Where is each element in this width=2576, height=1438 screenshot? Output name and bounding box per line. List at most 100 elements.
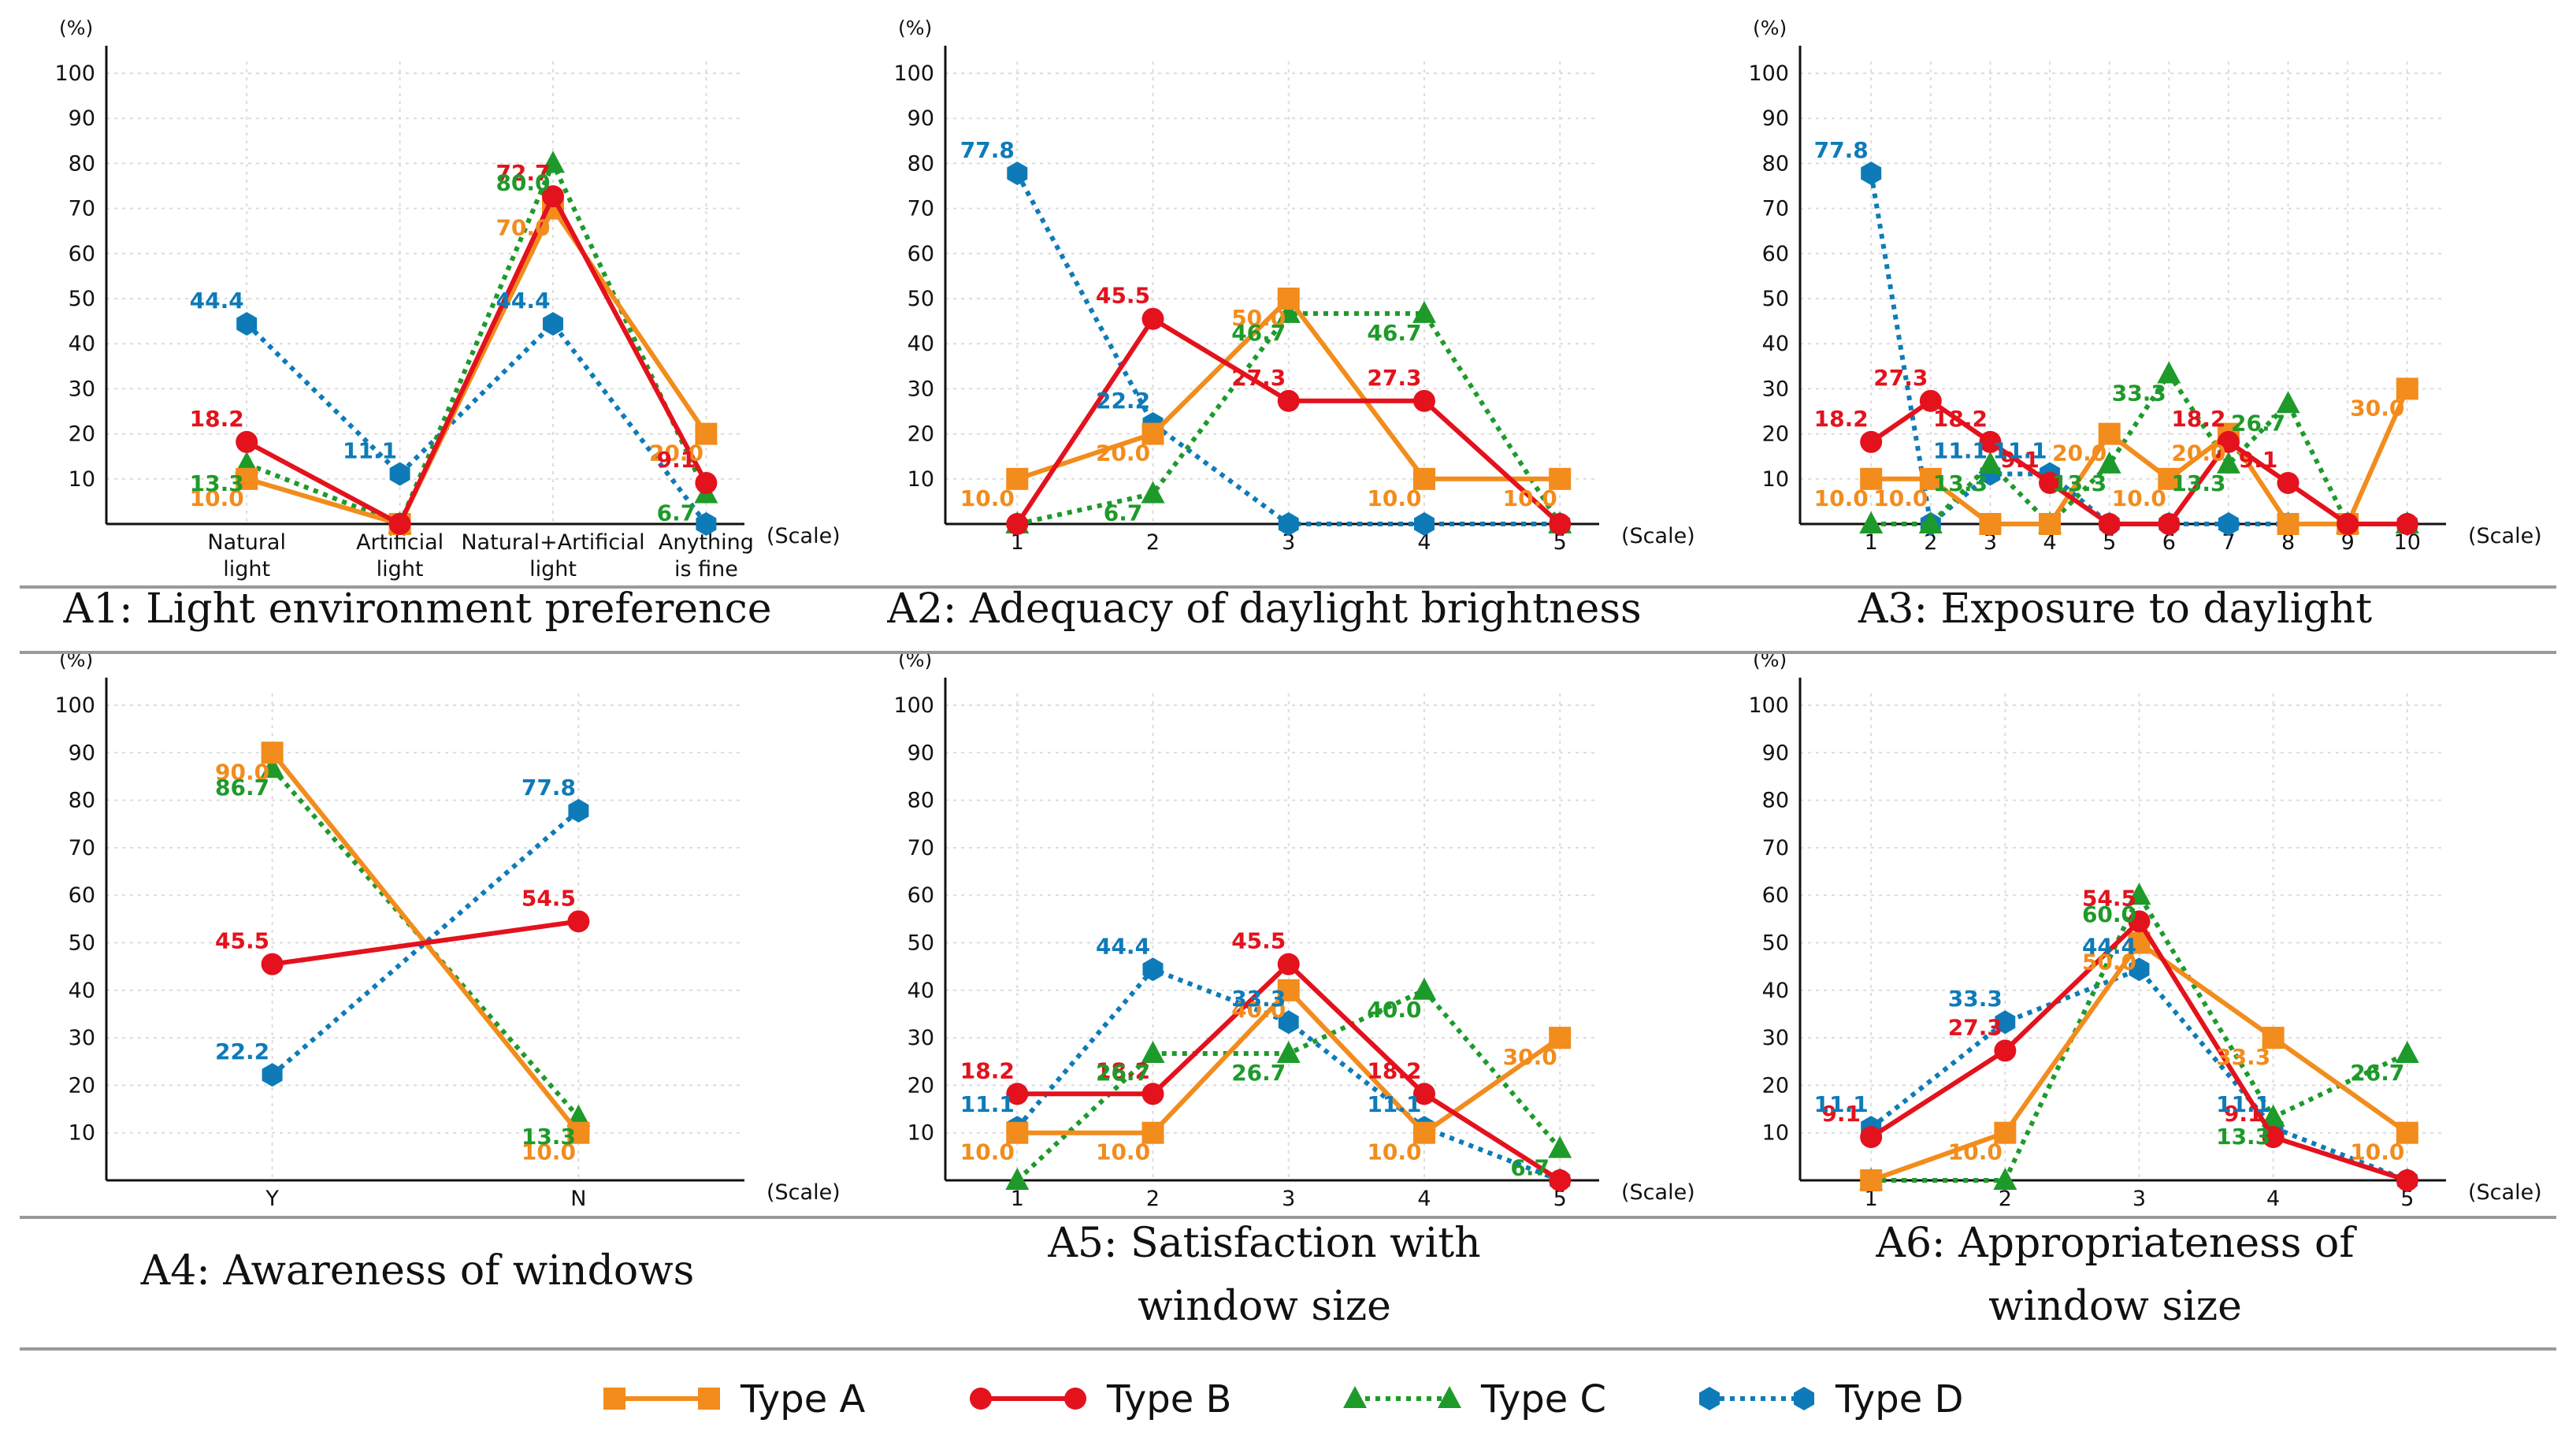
y-tick-label: 50	[1762, 287, 1789, 311]
data-point-type-b	[542, 185, 564, 208]
data-label: 6.7	[1510, 1155, 1550, 1181]
y-tick-label: 30	[69, 1026, 95, 1050]
y-axis-title: (%)	[59, 17, 93, 39]
data-label: 26.7	[2231, 410, 2285, 436]
data-point-type-d	[1142, 957, 1164, 982]
data-point-type-d	[1861, 162, 1882, 185]
data-point-type-a	[1919, 467, 1942, 490]
x-tick-label: 5	[2103, 530, 2116, 555]
chart-caption: window size	[1988, 1283, 2242, 1330]
y-tick-label: 40	[1762, 332, 1789, 356]
x-tick-label: 2	[1146, 530, 1160, 555]
data-point-type-c	[1859, 511, 1884, 533]
chart-a2: 10 20 30 40 50 60 70 80 90 100 (%) (Scale) 1 2 3 4 5 10.0…	[886, 17, 1694, 633]
data-point-type-b	[695, 471, 718, 494]
data-label: 60.0	[2082, 901, 2136, 927]
data-point-type-d	[2218, 512, 2239, 536]
y-tick-label: 80	[1762, 151, 1789, 176]
data-label: 13.3	[190, 470, 244, 496]
y-axis-title: (%)	[1753, 17, 1787, 39]
y-tick-label: 80	[908, 151, 934, 176]
x-tick-label: light	[377, 557, 424, 582]
data-label: 50.0	[1231, 305, 1286, 331]
data-label: 11.1	[2216, 1091, 2270, 1117]
data-label: 6.7	[1104, 500, 1143, 526]
data-label: 10.0	[960, 485, 1015, 511]
y-tick-label: 100	[1748, 61, 1789, 86]
data-point-type-a	[1412, 467, 1435, 490]
legend-label: Type A	[740, 1377, 866, 1421]
data-label: 33.3	[2112, 381, 2166, 407]
chart-a1: 102030405060708090100(%)(Scale)Naturalli…	[54, 17, 840, 633]
x-axis-title: (Scale)	[2468, 524, 2542, 548]
data-point-type-d	[2129, 957, 2150, 982]
legend-label: Type C	[1480, 1377, 1606, 1421]
data-point-type-c	[1412, 977, 1436, 1000]
data-label: 10.0	[1503, 485, 1557, 511]
data-point-type-a	[1860, 467, 1883, 490]
data-point-type-b	[2128, 910, 2151, 933]
series-line-type-b	[1015, 316, 1562, 526]
y-tick-label: 40	[1762, 979, 1789, 1003]
y-tick-label: 30	[1762, 1026, 1789, 1050]
data-point-type-a	[1979, 513, 2002, 535]
data-point-type-d	[236, 312, 258, 336]
data-label: 20.0	[2171, 440, 2225, 466]
x-tick-label: 1	[1011, 1187, 1024, 1211]
data-point-type-b	[2396, 513, 2418, 535]
data-point-type-b	[1979, 430, 2002, 453]
series-line-type-a	[246, 206, 708, 526]
data-label: 44.4	[190, 288, 244, 314]
data-point-type-c	[1005, 1168, 1030, 1190]
y-tick-label: 10	[1762, 1121, 1789, 1146]
y-tick-label: 70	[1762, 197, 1789, 221]
data-point-type-b	[2039, 471, 2062, 494]
y-tick-label: 60	[1762, 883, 1789, 908]
series-line-type-d	[245, 321, 708, 526]
y-tick-label: 100	[1748, 693, 1789, 718]
y-tick-label: 70	[1762, 836, 1789, 860]
data-point-type-c	[1141, 1040, 1165, 1063]
data-label: 54.5	[522, 885, 576, 911]
x-tick-label: 5	[1553, 530, 1567, 555]
data-point-type-b	[1277, 953, 1300, 975]
data-label: 27.3	[1231, 365, 1286, 391]
data-label: 33.3	[2216, 1044, 2270, 1070]
x-tick-label: 4	[1417, 1187, 1431, 1211]
data-point-type-c	[566, 1104, 591, 1127]
x-axis-title: (Scale)	[1621, 524, 1695, 548]
data-point-type-c	[2216, 451, 2240, 474]
data-point-type-c	[2097, 451, 2121, 474]
data-point-type-b	[2262, 1126, 2285, 1149]
y-tick-label: 90	[1762, 106, 1789, 131]
data-label: 27.3	[1873, 365, 1928, 391]
data-label: 22.2	[215, 1039, 269, 1065]
data-label: 77.8	[960, 137, 1015, 163]
series-line-type-d	[1869, 967, 2408, 1183]
legend-label: Type B	[1106, 1377, 1231, 1421]
data-label: 13.3	[2171, 470, 2225, 496]
data-point-type-c	[1978, 451, 2003, 474]
data-label: 10.0	[1814, 485, 1869, 511]
y-tick-label: 40	[908, 332, 934, 356]
x-axis-title: (Scale)	[2468, 1180, 2542, 1205]
data-label: 33.3	[1948, 986, 2003, 1012]
data-label: 11.1	[1993, 438, 2047, 464]
data-label: 13.3	[1933, 470, 1988, 496]
y-tick-label: 50	[908, 287, 934, 311]
data-point-type-d	[1007, 162, 1028, 185]
y-tick-label: 70	[908, 197, 934, 221]
x-tick-label: 5	[1553, 1187, 1567, 1211]
data-point-type-d	[1995, 1010, 2016, 1035]
data-point-type-d	[389, 462, 410, 486]
data-point-type-b	[388, 513, 411, 535]
data-point-type-b	[1860, 1126, 1883, 1149]
x-tick-label: N	[570, 1187, 586, 1211]
data-label: 13.3	[2052, 470, 2106, 496]
data-point-type-b	[1141, 307, 1164, 330]
data-point-type-a	[1141, 422, 1164, 445]
x-tick-label: 9	[2341, 530, 2355, 555]
series-line-type-d	[1015, 967, 1561, 1183]
data-point-type-a	[2158, 467, 2181, 490]
data-label: 11.1	[1814, 1091, 1869, 1117]
